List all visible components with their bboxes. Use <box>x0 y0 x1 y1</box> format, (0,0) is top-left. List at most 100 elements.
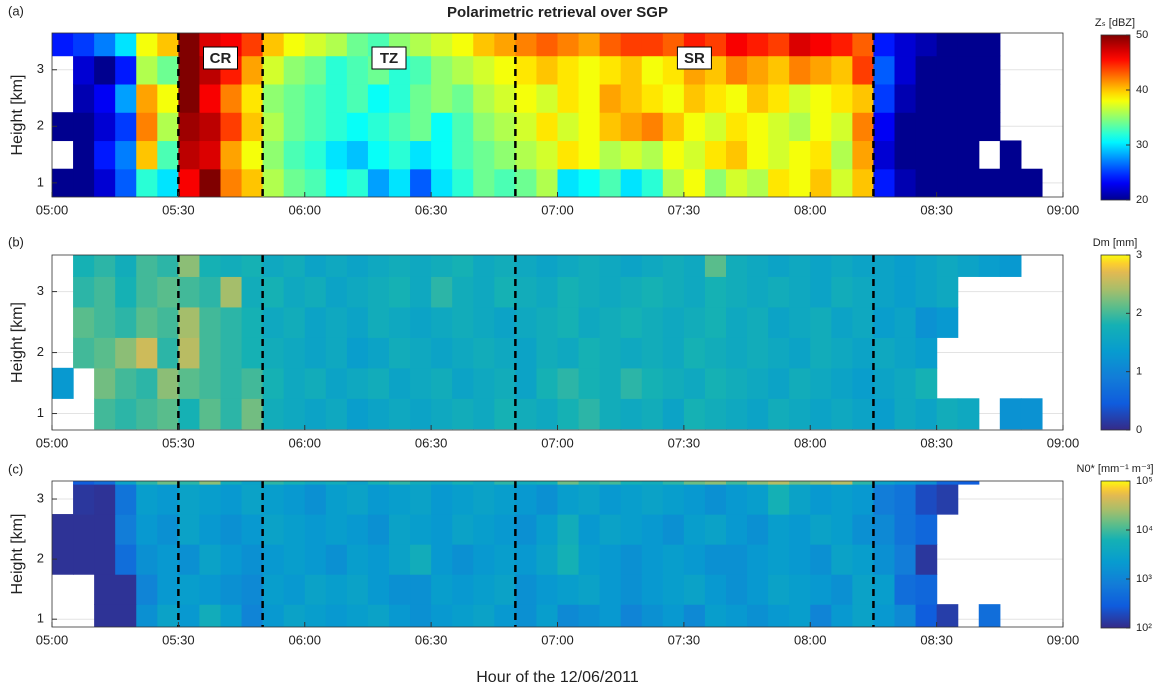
cell <box>620 140 643 170</box>
cell <box>683 481 706 485</box>
cell <box>73 33 95 57</box>
cell <box>789 398 811 430</box>
cell <box>325 398 348 430</box>
x-tick-label: 08:00 <box>794 435 827 450</box>
x-tick-label: 07:00 <box>541 202 574 217</box>
cell <box>578 306 601 338</box>
cell <box>410 83 432 113</box>
cell <box>136 481 158 485</box>
cell <box>283 306 306 338</box>
cell <box>157 398 179 430</box>
cell <box>768 367 790 399</box>
cell <box>557 33 580 57</box>
cell <box>473 514 495 545</box>
y-tick-label: 3 <box>37 61 44 76</box>
cell <box>178 337 201 369</box>
cell <box>957 33 980 57</box>
cell <box>452 112 474 142</box>
cell <box>662 484 685 515</box>
x-tick-label: 06:30 <box>415 202 448 217</box>
cell <box>704 514 727 545</box>
cell <box>620 544 643 575</box>
cell <box>367 337 390 369</box>
cell <box>410 604 432 627</box>
cell <box>304 140 327 170</box>
cell <box>178 481 201 485</box>
cell <box>599 33 622 57</box>
cell <box>220 140 243 170</box>
cell <box>831 306 853 338</box>
cell <box>620 255 643 277</box>
cell <box>220 481 243 485</box>
cell <box>747 367 769 399</box>
cell <box>873 514 896 545</box>
cell <box>494 337 516 369</box>
cell <box>136 276 158 308</box>
cell <box>578 83 601 113</box>
cell <box>199 484 222 515</box>
cell <box>178 33 201 57</box>
cell <box>94 481 116 485</box>
cell <box>178 398 201 430</box>
cell <box>199 398 222 430</box>
cell <box>599 306 622 338</box>
cell <box>241 276 264 308</box>
cell <box>325 484 348 515</box>
cell <box>578 574 601 605</box>
cell <box>578 168 601 197</box>
cell <box>726 574 748 605</box>
cells <box>52 33 1063 197</box>
cell <box>367 367 390 399</box>
x-tick-label: 05:00 <box>36 435 69 450</box>
cell <box>726 276 748 308</box>
cell <box>894 112 917 142</box>
cell <box>473 112 495 142</box>
cell <box>957 83 980 113</box>
cell <box>578 255 601 277</box>
cell <box>747 481 769 485</box>
cell <box>915 112 938 142</box>
cell <box>452 255 474 277</box>
colorbar-tick-label: 10² <box>1136 622 1152 634</box>
cell <box>599 367 622 399</box>
cell <box>346 306 369 338</box>
cell <box>241 484 264 515</box>
cell <box>557 367 580 399</box>
cell <box>199 367 222 399</box>
cell <box>852 276 875 308</box>
cell <box>389 140 411 170</box>
cell <box>768 33 790 57</box>
cell <box>915 337 938 369</box>
cell <box>768 140 790 170</box>
cell <box>494 140 516 170</box>
cell <box>578 484 601 515</box>
cell <box>283 140 306 170</box>
cell <box>936 33 959 57</box>
cell <box>536 574 559 605</box>
cell <box>136 168 158 197</box>
cell <box>283 55 306 85</box>
cell <box>136 255 158 277</box>
cell <box>389 337 411 369</box>
cell <box>431 306 453 338</box>
cell <box>599 168 622 197</box>
cell <box>431 367 453 399</box>
cell <box>747 112 769 142</box>
cell <box>557 337 580 369</box>
colorbar-tick-label: 10³ <box>1136 573 1152 585</box>
cell <box>452 168 474 197</box>
cell <box>515 255 538 277</box>
cell <box>346 481 369 485</box>
cell <box>515 544 538 575</box>
cell <box>262 33 285 57</box>
cell <box>515 276 538 308</box>
cell <box>73 168 95 197</box>
cell <box>410 574 432 605</box>
cell <box>262 337 285 369</box>
cell <box>726 604 748 627</box>
cell <box>241 33 264 57</box>
cell <box>620 484 643 515</box>
cell <box>810 544 832 575</box>
cell <box>641 337 664 369</box>
cell <box>620 367 643 399</box>
